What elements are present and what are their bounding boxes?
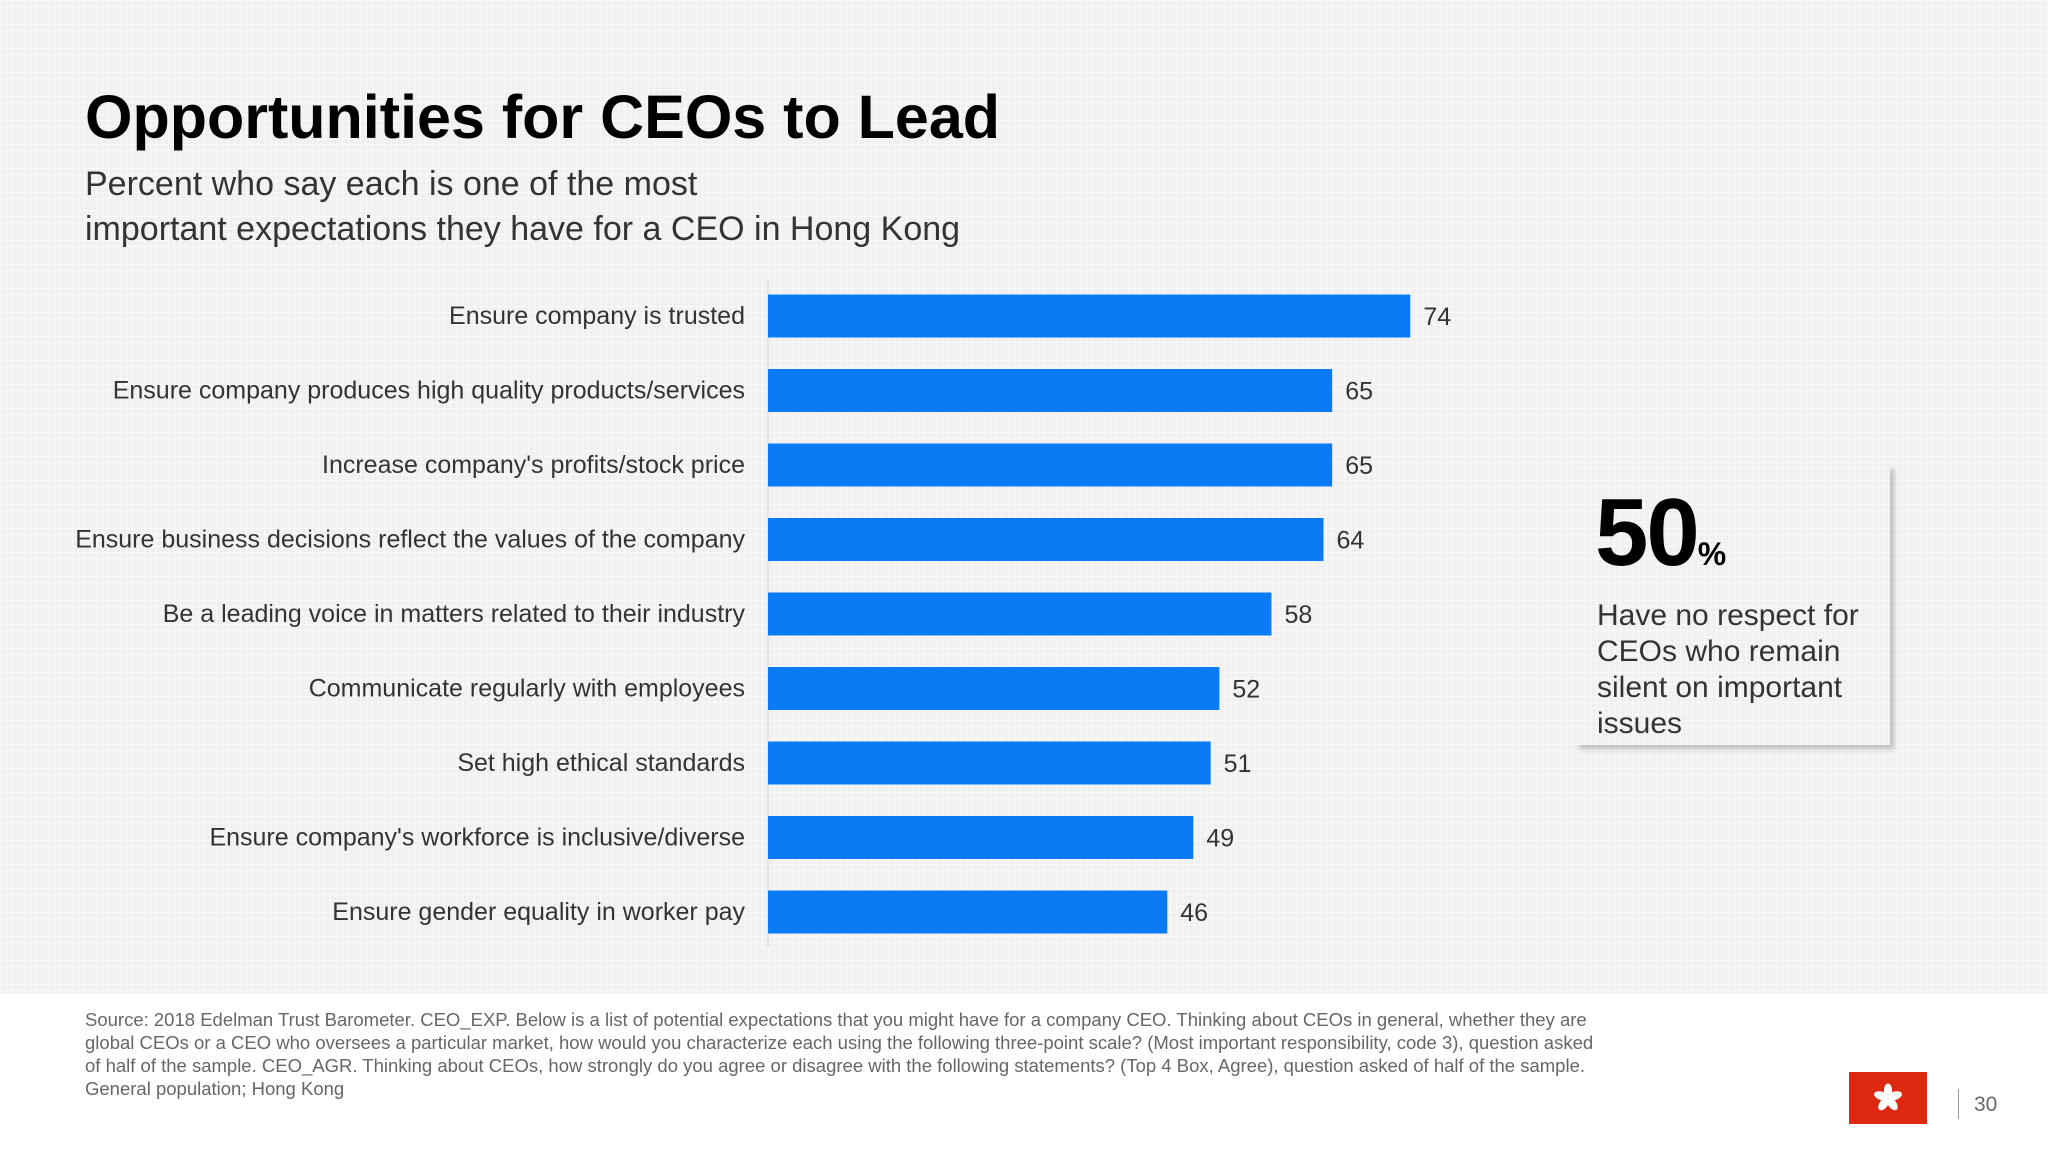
data-label: 52: [1232, 676, 1260, 704]
callout-text: Have no respect for CEOs who remain sile…: [1597, 599, 1859, 740]
category-label: Ensure company's workforce is inclusive/…: [209, 824, 745, 852]
bar: [768, 816, 1194, 859]
bar: [768, 592, 1272, 636]
data-label: 65: [1345, 452, 1373, 480]
callout-value: 50: [1595, 479, 1700, 586]
category-label: Set high ethical standards: [457, 749, 745, 777]
data-label: 58: [1284, 601, 1312, 629]
data-label: 74: [1423, 303, 1451, 331]
category-label: Ensure company produces high quality pro…: [113, 377, 745, 405]
data-label: 46: [1180, 899, 1208, 927]
callout-stat: 50%: [1595, 478, 1726, 588]
bar: [768, 518, 1324, 561]
category-label: Increase company's profits/stock price: [322, 451, 745, 479]
category-label: Be a leading voice in matters related to…: [163, 600, 746, 628]
source-note: Source: 2018 Edelman Trust Barometer. CE…: [85, 1009, 1594, 1099]
page-subtitle: Percent who say each is one of the most …: [85, 162, 960, 252]
bar-chart: Ensure company is trusted 74 Ensure compan…: [75, 280, 1451, 947]
bar: [768, 369, 1333, 412]
callout-unit: %: [1697, 536, 1727, 572]
category-label: Ensure gender equality in worker pay: [332, 898, 745, 926]
data-label: 49: [1206, 825, 1234, 853]
footer: [0, 994, 2048, 1152]
bar: [768, 667, 1220, 710]
category-label: Communicate regularly with employees: [309, 675, 745, 703]
data-label: 65: [1345, 378, 1373, 406]
page-number: 30: [1974, 1093, 1998, 1116]
bar: [768, 294, 1411, 338]
data-label: 64: [1337, 527, 1365, 555]
hong-kong-flag-icon: [1849, 1072, 1927, 1124]
subtitle-line-2: important expectations they have for a C…: [85, 210, 961, 248]
footer-divider: [1958, 1089, 1959, 1119]
bar: [768, 890, 1168, 934]
subtitle-line-1: Percent who say each is one of the most: [85, 165, 698, 203]
page-title: Opportunities for CEOs to Lead: [85, 83, 1001, 151]
category-label: Ensure business decisions reflect the va…: [75, 526, 745, 554]
data-label: 51: [1224, 750, 1252, 778]
bar: [768, 443, 1333, 487]
bar: [768, 741, 1211, 785]
category-label: Ensure company is trusted: [449, 302, 745, 330]
